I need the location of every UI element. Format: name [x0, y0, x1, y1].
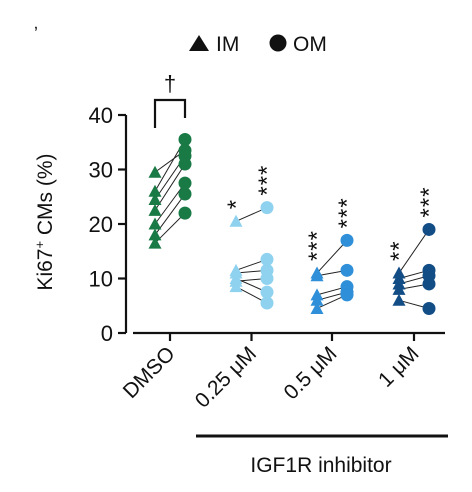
- x-tick-label: 0.25 μM: [191, 342, 261, 412]
- panel-mark: ʼ: [34, 24, 38, 44]
- x-axis: DMSO 0.25 μM 0.5 μM 1 μM: [119, 331, 445, 412]
- om-point: [260, 272, 274, 285]
- im-point: [310, 269, 324, 282]
- x-tick-label: 1 μM: [374, 342, 424, 392]
- im-point: [148, 165, 162, 178]
- om-point: [178, 143, 192, 157]
- om-point: [178, 176, 192, 190]
- om-point: [422, 222, 436, 236]
- dmso-bracket: †: [153, 71, 187, 128]
- im-point: [392, 282, 406, 295]
- bracket-dagger: †: [164, 71, 176, 96]
- y-tick-label: 0: [101, 321, 113, 346]
- y-tick-label: 20: [89, 212, 113, 237]
- im-point: [310, 293, 324, 306]
- im-point: [148, 228, 162, 241]
- im-point: [148, 192, 162, 205]
- y-axis-label: Ki67+ CMs (%): [32, 153, 57, 290]
- circle-icon: [269, 34, 287, 52]
- im-point: [392, 293, 406, 306]
- im-point: [148, 184, 162, 197]
- om-point: [260, 252, 274, 266]
- im-point: [148, 217, 162, 230]
- y-axis: 0 10 20 30 40: [89, 103, 128, 346]
- data-points: [148, 133, 436, 315]
- im-point: [310, 301, 324, 314]
- legend-label-im: IM: [216, 33, 239, 56]
- significance-om: ***: [416, 186, 443, 217]
- y-tick-label: 30: [89, 158, 113, 183]
- significance-labels: ***************: [223, 165, 443, 261]
- group-bar-label: IGF1R inhibitor: [250, 454, 391, 477]
- om-point: [340, 263, 354, 277]
- im-point: [229, 214, 243, 227]
- om-point: [340, 233, 354, 247]
- y-tick-label: 40: [89, 103, 113, 128]
- triangle-icon: [189, 35, 209, 51]
- bracket-line: [153, 98, 187, 128]
- om-point: [422, 301, 436, 315]
- om-point: [260, 285, 274, 299]
- significance-om: ***: [334, 197, 361, 228]
- y-tick-label: 10: [89, 267, 113, 292]
- om-point: [340, 288, 354, 302]
- legend: IM OM: [189, 33, 327, 56]
- significance-im: *: [223, 199, 250, 209]
- significance-im: **: [386, 240, 413, 261]
- om-point: [260, 201, 274, 215]
- x-tick-label: DMSO: [119, 342, 180, 403]
- om-point: [422, 277, 436, 291]
- om-point: [260, 296, 274, 310]
- pair-lines: [154, 139, 430, 309]
- legend-label-om: OM: [293, 33, 327, 56]
- x-tick-label: 0.5 μM: [280, 342, 342, 404]
- significance-im: ***: [304, 230, 331, 261]
- om-point: [178, 187, 192, 201]
- pair-line: [316, 240, 348, 274]
- om-point: [178, 206, 192, 220]
- im-point: [148, 236, 162, 249]
- significance-om: ***: [254, 165, 281, 196]
- pair-line: [398, 229, 430, 274]
- im-point: [148, 203, 162, 216]
- om-point: [178, 133, 192, 147]
- im-point: [229, 280, 243, 293]
